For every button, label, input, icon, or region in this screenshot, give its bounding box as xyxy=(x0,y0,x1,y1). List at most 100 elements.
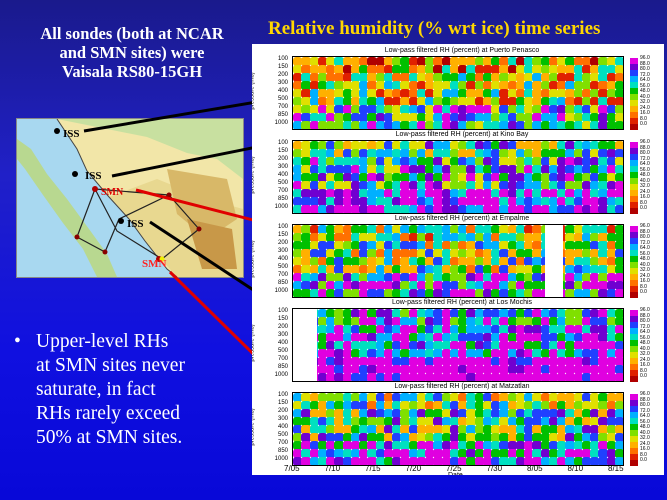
bullet-line: saturate, in fact xyxy=(36,379,156,400)
y-tick-label: 500 xyxy=(277,348,288,354)
y-tick-label: 150 xyxy=(277,148,288,154)
y-tick-label: 1000 xyxy=(274,456,288,462)
rh-contour-field xyxy=(292,140,624,214)
x-tick-label: 7/05 xyxy=(284,464,300,473)
colorbar-label: 72.0 xyxy=(640,155,650,162)
y-tick-label: 150 xyxy=(277,316,288,322)
colorbar-label: 64.0 xyxy=(640,77,650,83)
rh-time-series-panels: Low-pass filtered RH (percent) at Puerto… xyxy=(252,44,664,475)
colorbar-label: 72.0 xyxy=(640,239,650,246)
y-tick-label: 1000 xyxy=(274,288,288,294)
panel-title: Low-pass filtered RH (percent) at Puerto… xyxy=(384,47,540,54)
colorbar-label: 32.0 xyxy=(640,183,650,189)
colorbar-label: 16.0 xyxy=(640,110,650,116)
map-graphic: ISS ISS SMN ISS xyxy=(17,119,243,277)
y-tick-label: 200 xyxy=(277,408,288,414)
y-axis-label: pressure (mb) xyxy=(252,240,256,278)
iss-site-marker xyxy=(72,171,78,177)
x-tick-label: 7/10 xyxy=(324,464,341,473)
colorbar-label: 56.0 xyxy=(640,250,650,257)
panel-title: Low-pass filtered RH (percent) at Matzat… xyxy=(394,383,530,390)
y-tick-label: 700 xyxy=(277,104,288,110)
colorbar-label: 32.0 xyxy=(640,267,650,273)
y-tick-label: 400 xyxy=(277,340,288,346)
intro-line: Vaisala RS80-15GH xyxy=(61,62,203,81)
y-tick-label: 200 xyxy=(277,72,288,78)
bullet-line: 50% at SMN sites. xyxy=(36,427,183,448)
colorbar xyxy=(630,226,638,298)
x-tick-label: 7/20 xyxy=(405,464,422,473)
colorbar-label: 56.0 xyxy=(640,418,650,425)
y-tick-label: 100 xyxy=(277,224,288,230)
x-tick-label: 7/15 xyxy=(365,464,381,473)
y-tick-label: 1000 xyxy=(274,120,288,126)
map-label: ISS xyxy=(127,218,144,230)
y-tick-label: 700 xyxy=(277,188,288,194)
colorbar-label: 24.0 xyxy=(640,272,650,279)
map-label: SMN xyxy=(142,258,167,270)
colorbar xyxy=(630,142,638,214)
colorbar-label: 24.0 xyxy=(640,188,650,195)
x-tick-label: 8/15 xyxy=(608,464,624,473)
bullet-line: Upper-level RHs xyxy=(36,331,169,352)
colorbar xyxy=(630,394,638,466)
colorbar-label: 96.0 xyxy=(640,223,650,229)
colorbar-label: 8.0 xyxy=(640,367,647,374)
colorbar-label: 80.0 xyxy=(640,402,650,408)
colorbar-label: 48.0 xyxy=(640,424,650,430)
colorbar-label: 8.0 xyxy=(640,283,647,290)
colorbar-label: 40.0 xyxy=(640,429,650,436)
colorbar-label: 64.0 xyxy=(640,245,650,251)
colorbar-label: 88.0 xyxy=(640,60,650,67)
rh-panel: Low-pass filtered RH (percent) at Kino B… xyxy=(252,130,664,216)
y-tick-label: 300 xyxy=(277,80,288,86)
x-tick-label: 7/25 xyxy=(446,464,462,473)
y-tick-label: 400 xyxy=(277,88,288,94)
y-tick-label: 100 xyxy=(277,56,288,62)
colorbar-label: 72.0 xyxy=(640,407,650,414)
intro-line: All sondes (both at NCAR xyxy=(40,24,224,43)
y-tick-label: 300 xyxy=(277,248,288,254)
x-tick-label: 7/30 xyxy=(486,464,503,473)
bullet-symbol: • xyxy=(14,331,21,352)
x-tick-label: 8/10 xyxy=(567,464,584,473)
colorbar-label: 80.0 xyxy=(640,234,650,240)
colorbar-label: 0.0 xyxy=(640,373,647,379)
colorbar-label: 88.0 xyxy=(640,396,650,403)
colorbar-label: 24.0 xyxy=(640,440,650,447)
colorbar xyxy=(630,58,638,130)
y-tick-label: 850 xyxy=(277,280,288,286)
colorbar-label: 48.0 xyxy=(640,172,650,178)
colorbar-label: 72.0 xyxy=(640,71,650,78)
intro-line: and SMN sites) were xyxy=(59,43,205,62)
rh-contour-field xyxy=(292,224,624,298)
panel-title: Low-pass filtered RH (percent) at Empalm… xyxy=(394,215,530,222)
colorbar-label: 0.0 xyxy=(640,289,647,295)
y-tick-label: 1000 xyxy=(274,372,288,378)
colorbar-label: 96.0 xyxy=(640,139,650,145)
y-tick-label: 1000 xyxy=(274,204,288,210)
bullet-point: • Upper-level RHs at SMN sites never sat… xyxy=(14,330,254,450)
y-tick-label: 150 xyxy=(277,400,288,406)
map-label: ISS xyxy=(63,128,80,140)
y-tick-label: 300 xyxy=(277,416,288,422)
y-tick-label: 850 xyxy=(277,196,288,202)
colorbar-label: 56.0 xyxy=(640,166,650,173)
colorbar-label: 8.0 xyxy=(640,115,647,122)
colorbar-label: 64.0 xyxy=(640,413,650,419)
y-tick-label: 700 xyxy=(277,440,288,446)
y-tick-label: 300 xyxy=(277,164,288,170)
rh-contour-field xyxy=(292,56,624,130)
rh-panel: Low-pass filtered RH (percent) at Puerto… xyxy=(252,46,664,132)
colorbar-label: 88.0 xyxy=(640,144,650,151)
y-tick-label: 100 xyxy=(277,308,288,314)
colorbar-label: 96.0 xyxy=(640,307,650,313)
x-axis-label: Date xyxy=(448,472,463,475)
rh-panel: Low-pass filtered RH (percent) at Los Mo… xyxy=(252,298,664,384)
y-tick-label: 150 xyxy=(277,64,288,70)
colorbar-label: 40.0 xyxy=(640,345,650,352)
y-tick-label: 300 xyxy=(277,332,288,338)
y-tick-label: 500 xyxy=(277,264,288,270)
panel-title: Low-pass filtered RH (percent) at Kino B… xyxy=(395,131,529,138)
y-tick-label: 150 xyxy=(277,232,288,238)
